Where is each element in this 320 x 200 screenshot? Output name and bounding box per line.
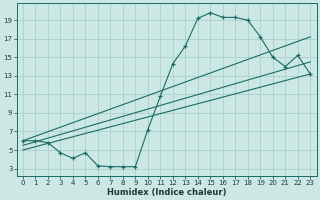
X-axis label: Humidex (Indice chaleur): Humidex (Indice chaleur) [107,188,226,197]
